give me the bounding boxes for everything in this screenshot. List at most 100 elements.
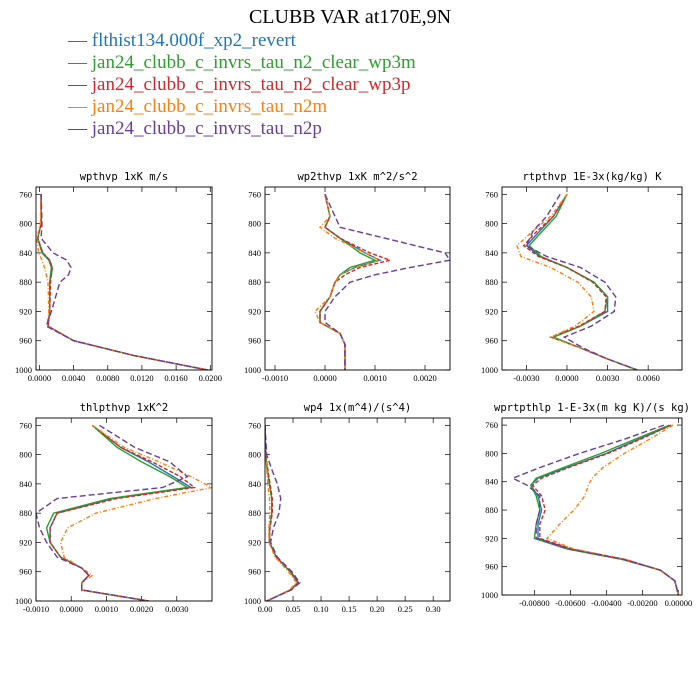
- x-tick-label: 0.10: [314, 604, 329, 614]
- y-tick-label: 840: [248, 248, 261, 258]
- x-tick-label: 0.0060: [636, 373, 659, 383]
- series-line: [265, 425, 300, 601]
- y-tick-label: 880: [485, 505, 498, 515]
- series-line: [265, 425, 298, 601]
- y-tick-label: 840: [19, 248, 32, 258]
- plot-frame: [35, 417, 213, 602]
- y-tick-label: 800: [248, 219, 261, 229]
- legend-entry: — flthist134.000f_xp2_revert: [68, 30, 296, 51]
- y-tick-label: 1000: [481, 590, 498, 600]
- y-tick-label: 800: [485, 448, 498, 458]
- y-tick-label: 920: [485, 306, 498, 316]
- plot-frame: [264, 417, 451, 602]
- y-tick-label: 760: [485, 420, 498, 430]
- y-tick-label: 840: [19, 479, 32, 489]
- plot-frame: [264, 186, 451, 371]
- series-line: [528, 193, 638, 370]
- y-tick-label: 880: [485, 277, 498, 287]
- x-tick-label: 0.0000: [60, 604, 83, 614]
- series-line: [516, 193, 638, 370]
- legend: — flthist134.000f_xp2_revert — jan24_clu…: [68, 30, 416, 140]
- legend-entry: — jan24_clubb_c_invrs_tau_n2p: [68, 118, 322, 139]
- panel-title: wpthvp 1xK m/s: [80, 171, 169, 183]
- x-tick-label: 0.0020: [130, 604, 153, 614]
- series-line: [45, 424, 190, 601]
- chart-panel: wprtpthlp 1-E-3x(m kg K)/(s kg) 760 800 840…: [481, 402, 692, 608]
- series-line: [531, 424, 680, 595]
- series-line: [319, 194, 393, 370]
- legend-entry: — jan24_clubb_c_invrs_tau_n2_clear_wp3m: [68, 52, 416, 73]
- plot-frame: [501, 186, 683, 371]
- chart-panel: wp4 1x(m^4)/(s^4)76080084088092096010000…: [244, 402, 451, 614]
- x-tick-label: 0.05: [286, 604, 301, 614]
- panel-title: wp4 1x(m^4)/(s^4): [304, 402, 411, 414]
- y-tick-label: 1000: [244, 596, 261, 606]
- series-line: [324, 194, 450, 370]
- x-tick-label: 0.00000: [665, 598, 693, 608]
- x-tick-label: 0.0000: [555, 373, 578, 383]
- y-tick-label: 960: [19, 567, 32, 577]
- y-tick-label: 840: [485, 477, 498, 487]
- y-tick-label: 920: [19, 537, 32, 547]
- series-line: [59, 424, 212, 601]
- x-tick-label: 0.0160: [164, 373, 187, 383]
- x-tick-label: 0.0010: [95, 604, 118, 614]
- x-tick-label: 0.15: [342, 604, 357, 614]
- x-tick-label: -0.00800: [519, 598, 549, 608]
- y-tick-label: 920: [19, 306, 32, 316]
- x-tick-label: 0.25: [398, 604, 413, 614]
- panel-title: rtpthvp 1E-3x(kg/kg) K: [522, 171, 662, 183]
- x-tick-label: 0.0200: [199, 373, 222, 383]
- y-tick-label: 840: [248, 479, 261, 489]
- series-line: [265, 425, 301, 601]
- y-tick-label: 840: [485, 248, 498, 258]
- y-tick-label: 1000: [15, 365, 32, 375]
- series-line: [36, 194, 208, 370]
- y-tick-label: 880: [19, 508, 32, 518]
- x-tick-label: 0.0120: [130, 373, 153, 383]
- series-line: [36, 424, 189, 601]
- x-tick-label: -0.0010: [262, 373, 288, 383]
- chart-panel: wpthvp 1xK m/s76080084088092096010000.00…: [15, 171, 222, 383]
- x-tick-label: 0.0010: [363, 373, 386, 383]
- y-tick-label: 1000: [244, 365, 261, 375]
- chart-panel: wp2thvp 1xK m^2/s^2 760 800 840 880 920 960 100…: [244, 171, 451, 383]
- x-tick-label: 0.00: [258, 604, 273, 614]
- chart-panel: thlpthvp 1xK^2 760 800 840 880 920 960 1000-0.0…: [15, 402, 213, 614]
- panel-title: thlpthvp 1xK^2: [80, 402, 169, 414]
- series-line: [314, 194, 382, 370]
- y-tick-label: 960: [248, 336, 261, 346]
- y-tick-label: 880: [248, 277, 261, 287]
- y-tick-label: 800: [248, 450, 261, 460]
- y-tick-label: 760: [248, 420, 261, 430]
- x-tick-label: 0.0030: [596, 373, 619, 383]
- legend-entry: — jan24_clubb_c_invrs_tau_n2m: [68, 96, 328, 117]
- y-tick-label: 960: [485, 562, 498, 572]
- series-line: [36, 194, 208, 370]
- x-tick-label: -0.0030: [513, 373, 539, 383]
- plot-frame: [501, 417, 683, 596]
- x-tick-label: 0.0030: [165, 604, 188, 614]
- y-tick-label: 800: [19, 219, 32, 229]
- y-tick-label: 880: [248, 508, 261, 518]
- y-tick-label: 800: [485, 219, 498, 229]
- x-tick-label: 0.0040: [62, 373, 85, 383]
- x-tick-label: -0.00200: [627, 598, 657, 608]
- y-tick-label: 960: [19, 336, 32, 346]
- series-line: [49, 424, 197, 601]
- y-tick-label: 920: [248, 306, 261, 316]
- series-line: [49, 424, 193, 601]
- x-tick-label: 0.0080: [96, 373, 119, 383]
- y-tick-label: 960: [485, 336, 498, 346]
- x-tick-label: -0.00600: [555, 598, 585, 608]
- series-line: [40, 194, 208, 370]
- series-line: [522, 193, 638, 370]
- series-line: [36, 194, 208, 370]
- chart-panel: rtpthvp 1E-3x(kg/kg) K 760 800 840 880 920 960…: [481, 171, 683, 383]
- series-line: [511, 424, 680, 595]
- legend-entry: — jan24_clubb_c_invrs_tau_n2_clear_wp3p: [68, 74, 411, 95]
- x-tick-label: -0.00400: [591, 598, 621, 608]
- y-tick-label: 760: [19, 189, 32, 199]
- y-tick-label: 920: [248, 537, 261, 547]
